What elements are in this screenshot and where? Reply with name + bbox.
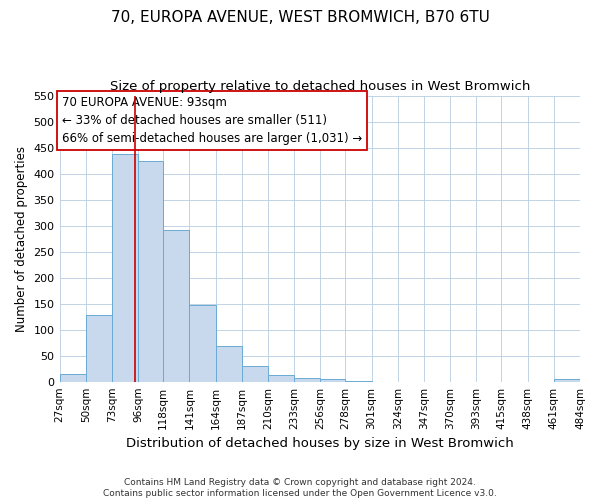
Bar [112,154,138,382]
Bar [242,366,268,382]
Bar [294,378,320,382]
Bar [190,305,215,382]
Bar [59,374,86,382]
X-axis label: Distribution of detached houses by size in West Bromwich: Distribution of detached houses by size … [126,437,514,450]
Bar [320,379,346,382]
Bar [346,381,371,382]
Bar [215,346,242,382]
Text: 70 EUROPA AVENUE: 93sqm
← 33% of detached houses are smaller (511)
66% of semi-d: 70 EUROPA AVENUE: 93sqm ← 33% of detache… [62,96,362,145]
Bar [554,379,580,382]
Y-axis label: Number of detached properties: Number of detached properties [15,146,28,332]
Bar [163,230,190,382]
Bar [268,375,294,382]
Text: Contains HM Land Registry data © Crown copyright and database right 2024.
Contai: Contains HM Land Registry data © Crown c… [103,478,497,498]
Bar [138,160,163,382]
Text: 70, EUROPA AVENUE, WEST BROMWICH, B70 6TU: 70, EUROPA AVENUE, WEST BROMWICH, B70 6T… [110,10,490,25]
Bar [86,315,112,382]
Title: Size of property relative to detached houses in West Bromwich: Size of property relative to detached ho… [110,80,530,93]
